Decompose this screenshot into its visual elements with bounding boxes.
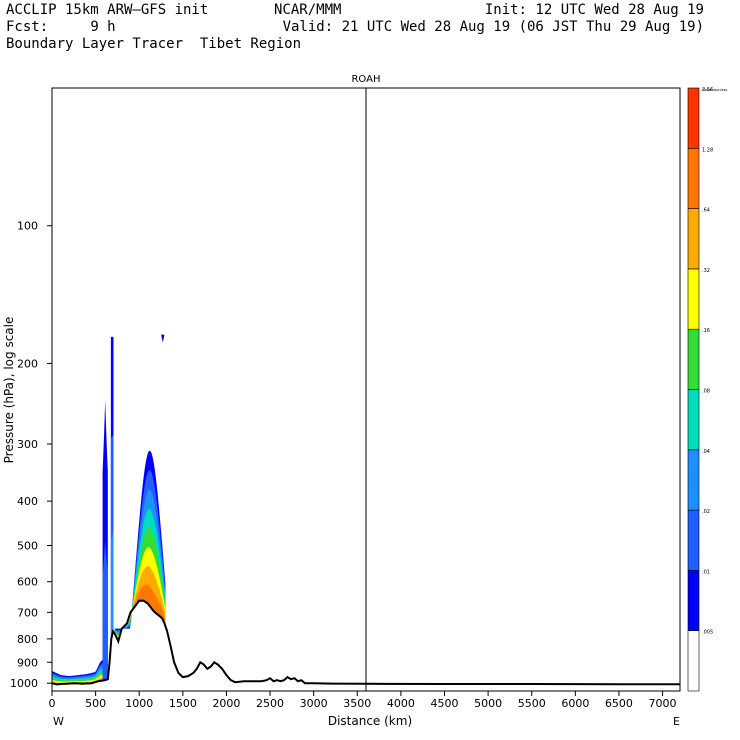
x-tick-label: 5000 xyxy=(474,697,502,710)
valid-time: Valid: 21 UTC Wed 28 Aug 19 (06 JST Thu … xyxy=(282,19,704,35)
y-tick-label: 400 xyxy=(17,495,38,508)
init-time: Init: 12 UTC Wed 28 Aug 19 xyxy=(484,2,704,18)
legend-swatch xyxy=(687,148,700,209)
tracer-band xyxy=(114,584,166,642)
tracer-band xyxy=(102,539,108,682)
legend-swatch xyxy=(687,570,700,632)
x-tick-label: 500 xyxy=(85,697,106,710)
tracer-band xyxy=(114,565,166,642)
plot-area xyxy=(52,88,680,691)
terrain-profile xyxy=(52,599,680,686)
legend-swatch xyxy=(687,268,700,330)
x-tick-label: 1500 xyxy=(169,697,197,710)
x-tick-label: 6500 xyxy=(605,697,633,710)
x-tick-label: 5500 xyxy=(518,697,546,710)
legend-level-label: .04 xyxy=(702,449,710,455)
plot-frame xyxy=(51,87,681,692)
legend-level-label: .32 xyxy=(702,268,710,274)
west-label: W xyxy=(53,715,64,728)
x-tick-label: 2000 xyxy=(212,697,240,710)
colorbar-legend: .005 .01 .02 .04 .08 .16 .32 .64 1.28 2.56Dimensi… xyxy=(687,87,728,692)
legend-swatch xyxy=(687,509,700,571)
chart-title: ROAH xyxy=(351,74,380,85)
legend-level-label: 1.28 xyxy=(702,147,713,153)
legend-level-label: .02 xyxy=(702,509,710,515)
x-tick-label: 3000 xyxy=(300,697,328,710)
x-tick-label: 0 xyxy=(49,697,56,710)
legend-level-label: .64 xyxy=(702,208,710,214)
tracer-speck xyxy=(161,334,165,343)
y-axis-label: Pressure (hPa), log scale xyxy=(2,317,16,464)
legend-swatch xyxy=(687,87,700,149)
x-tick-label: 4000 xyxy=(387,697,415,710)
x-tick-label: 3500 xyxy=(343,697,371,710)
legend-swatch xyxy=(687,630,700,692)
legend-level-label: .01 xyxy=(702,569,710,575)
legend-level-label: 2.56 xyxy=(702,87,713,93)
east-label: E xyxy=(673,715,680,728)
y-tick-label: 200 xyxy=(17,357,38,370)
y-axis: 100 200 300 400 500 600 700 800 900 1000 xyxy=(10,220,52,690)
x-tick-label: 2500 xyxy=(256,697,284,710)
model-title: ACCLIP 15km ARW–GFS init xyxy=(6,2,209,18)
x-tick-label: 6000 xyxy=(561,697,589,710)
legend-level-label: Dimensionless xyxy=(702,88,728,92)
legend-level-label: .08 xyxy=(702,389,710,395)
legend-swatch xyxy=(687,449,700,511)
legend-swatch xyxy=(687,389,700,451)
y-tick-label: 100 xyxy=(17,220,38,233)
y-tick-label: 600 xyxy=(17,576,38,589)
y-tick-label: 700 xyxy=(17,606,38,619)
tracer-tower xyxy=(110,336,114,646)
central-tracer-plume xyxy=(114,450,166,642)
legend-swatch xyxy=(687,208,700,270)
upper-tracer-patch xyxy=(102,399,108,682)
x-axis: 0 500 1000 1500 2000 2500 3000 3500 4000 4500 5000… xyxy=(49,691,677,710)
y-tick-label: 900 xyxy=(17,656,38,669)
legend-swatch xyxy=(687,328,700,390)
x-tick-label: 4500 xyxy=(431,697,459,710)
organization-label: NCAR/MMM xyxy=(274,2,342,18)
tracer-band xyxy=(110,533,114,646)
y-tick-label: 800 xyxy=(17,633,38,646)
y-tick-label: 1000 xyxy=(10,677,38,690)
y-tick-label: 500 xyxy=(17,539,38,552)
x-tick-label: 7000 xyxy=(649,697,677,710)
forecast-hour: Fcst: 9 h xyxy=(6,19,116,35)
x-tick-label: 1000 xyxy=(125,697,153,710)
forecast-label: Fcst: xyxy=(6,19,49,35)
y-tick-label: 300 xyxy=(17,438,38,451)
legend-level-label: .16 xyxy=(702,328,710,334)
plot-subtitle: Boundary Layer Tracer Tibet Region xyxy=(6,36,302,52)
legend-level-label: .005 xyxy=(702,630,713,636)
forecast-value: 9 h xyxy=(90,19,116,35)
x-axis-label: Distance (km) xyxy=(328,714,412,728)
